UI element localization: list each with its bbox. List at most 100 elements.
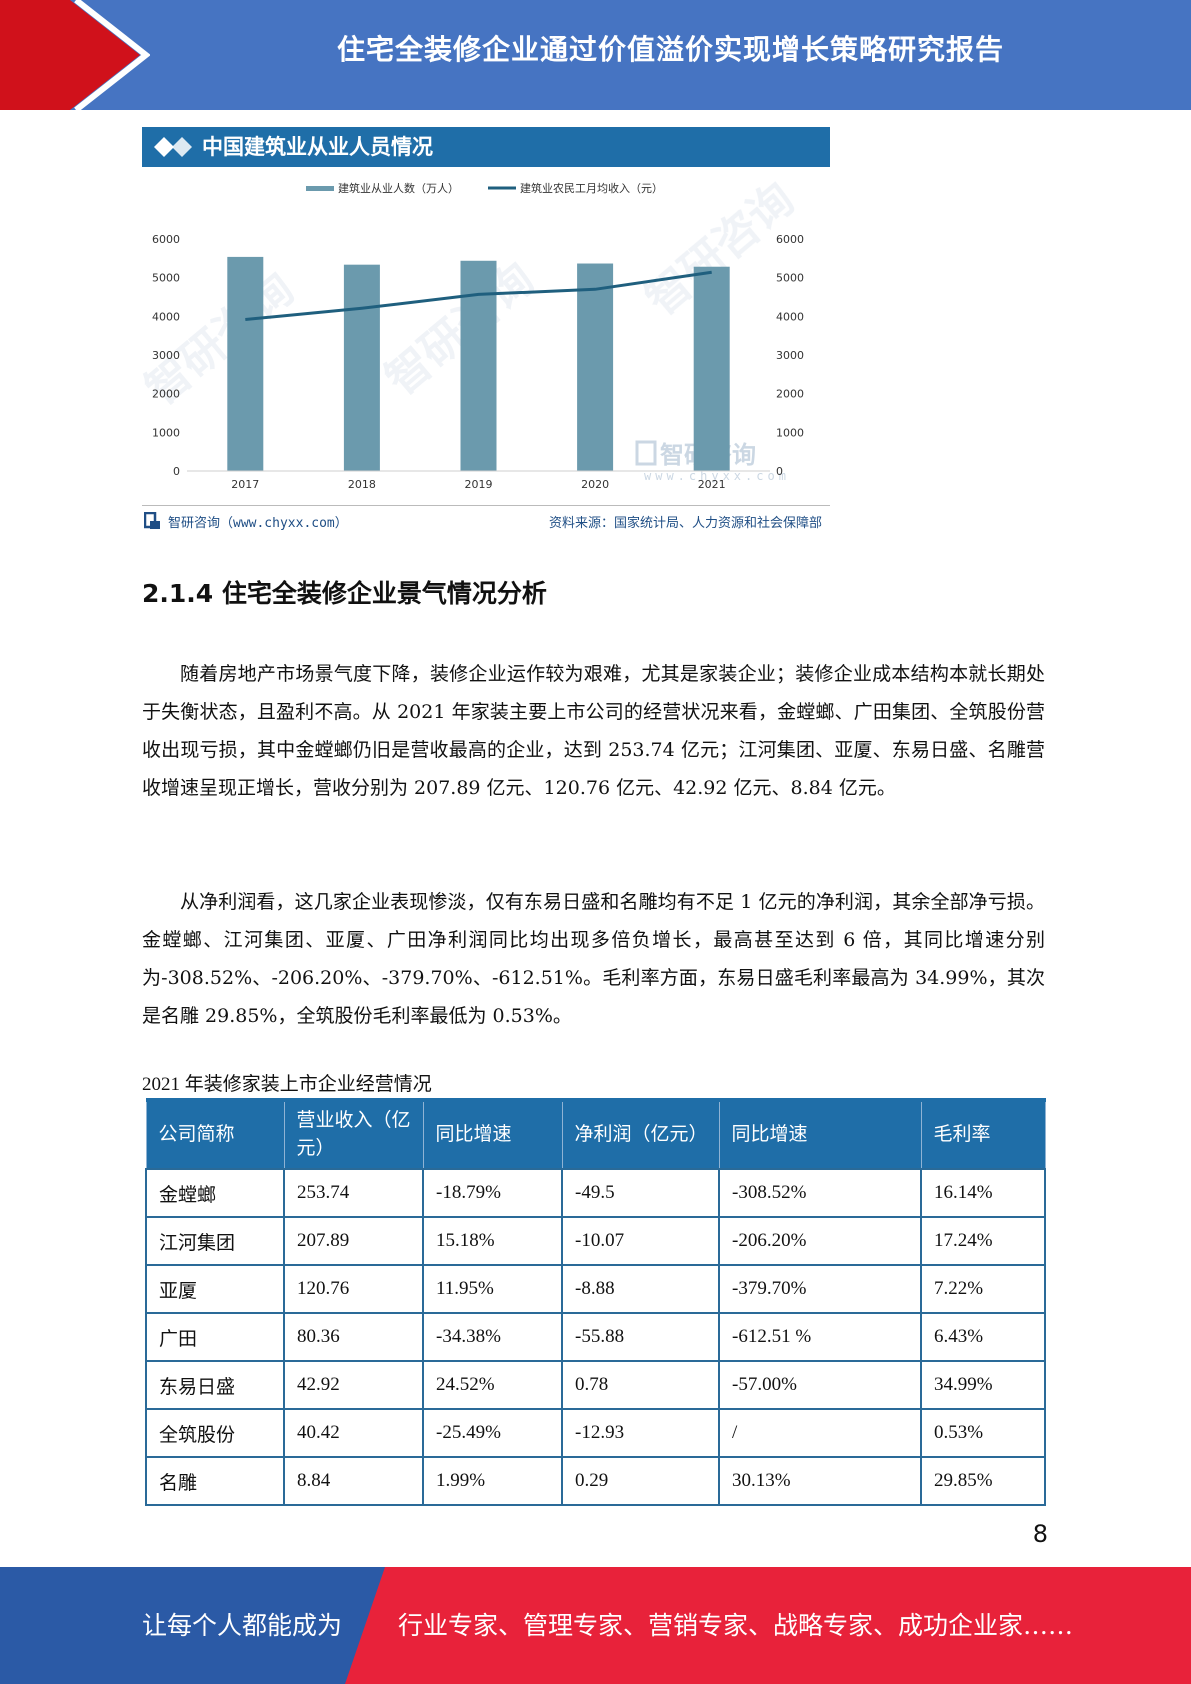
table-header-row: 公司简称 营业收入（亿元） 同比增速 净利润（亿元） 同比增速 毛利率 [145,1099,1046,1170]
chart-source-brand: 智研咨询（www.chyxx.com） [168,516,348,531]
y-tick-label-right: 4000 [776,310,804,323]
table-cell: -55.88 [561,1312,720,1362]
body-paragraph: 随着房地产市场景气度下降，装修企业运作较为艰难，尤其是家装企业；装修企业成本结构… [142,663,1045,799]
table-cell: 0.78 [561,1360,720,1410]
y-tick-label-right: 2000 [776,388,804,401]
header-arrow-decoration [0,0,150,110]
y-tick-label-right: 3000 [776,349,804,362]
table-cell: / [718,1408,922,1458]
y-tick-label-left: 0 [173,465,180,478]
y-tick-label-left: 3000 [152,349,180,362]
income-line [245,270,712,321]
y-axis-left: 0 1000 2000 3000 4000 5000 6000 [152,233,180,478]
body-paragraph: 从净利润看，这几家企业表现惨淡，仅有东易日盛和名雕均有不足 1 亿元的净利润，其… [142,891,1045,1027]
table-cell: -10.07 [561,1216,720,1266]
table-cell: 253.74 [283,1168,424,1218]
y-tick-label-left: 4000 [152,310,180,323]
brand-logo-icon [144,512,160,529]
column-header: 营业收入（亿元） [283,1099,424,1170]
table-cell: 11.95% [422,1264,563,1314]
table-cell: -34.38% [422,1312,563,1362]
table-cell: 24.52% [422,1360,563,1410]
page-number: 8 [1032,1520,1048,1548]
table-cell: 16.14% [920,1168,1046,1218]
chart-figure: 中国建筑业从业人员情况 智研咨询 智研咨询 智研咨询 智研咨询 www.chyx… [142,127,830,537]
table-cell: 6.43% [920,1312,1046,1362]
company-operations-table: 公司简称 营业收入（亿元） 同比增速 净利润（亿元） 同比增速 毛利率 金螳螂 2… [145,1098,1046,1506]
footer-slogan-left: 让每个人都能成为 [142,1611,343,1640]
bar-2020 [577,263,614,471]
table-cell: 34.99% [920,1360,1046,1410]
chart-banner-title: 中国建筑业从业人员情况 [202,134,433,159]
table-cell: 0.53% [920,1408,1046,1458]
section-heading: 2.1.4 住宅全装修企业景气情况分析 [142,579,547,608]
table-cell: 7.22% [920,1264,1046,1314]
report-title: 住宅全装修企业通过价值溢价实现增长策略研究报告 [336,33,1004,66]
table-cell: 1.99% [422,1456,563,1506]
diamond-icon [154,137,192,157]
watermark-text: 智研咨询 [376,253,544,405]
bar-2021 [693,266,730,471]
table-cell: -18.79% [422,1168,563,1218]
table-row: 亚厦 120.76 11.95% -8.88 -379.70% 7.22% [145,1264,1046,1314]
y-axis-right: 0 1000 2000 3000 4000 5000 6000 [776,233,804,478]
table-cell: 广田 [145,1312,285,1362]
table-row: 全筑股份 40.42 -25.49% -12.93/0.53% [145,1408,1046,1458]
y-tick-label-right: 6000 [776,233,804,246]
table-cell: -25.49% [422,1408,563,1458]
table-cell: 金螳螂 [145,1168,285,1218]
chart-source-divider [142,505,830,506]
legend-label-line: 建筑业农民工月均收入（元） [520,181,663,195]
table-cell: 东易日盛 [145,1360,285,1410]
table-cell: 30.13% [718,1456,922,1506]
table-row: 广田 80.36 -34.38% -55.88 -612.51 % 6.43% [145,1312,1046,1362]
page-footer: 让每个人都能成为 行业专家、管理专家、营销专家、战略专家、成功企业家…… [0,1567,1191,1684]
footer-background [0,1567,1191,1684]
column-header: 净利润（亿元） [561,1099,720,1170]
table-cell: 40.42 [283,1408,424,1458]
x-tick-label: 2020 [581,478,609,491]
x-axis-labels: 2017 2018 2019 2020 2021 [231,478,725,491]
x-tick-label: 2019 [465,478,493,491]
table-cell: -49.5 [561,1168,720,1218]
x-tick-label: 2018 [348,478,376,491]
column-header: 同比增速 [422,1099,563,1170]
table-cell: 80.36 [283,1312,424,1362]
column-header: 毛利率 [920,1099,1046,1170]
table-cell: 名雕 [145,1456,285,1506]
y-tick-label-left: 2000 [152,388,180,401]
footer-slogan-right: 行业专家、管理专家、营销专家、战略专家、成功企业家…… [398,1611,1074,1640]
legend-swatch-bar [306,186,334,191]
bar-2018 [343,264,380,471]
page-header: 住宅全装修企业通过价值溢价实现增长策略研究报告 [0,0,1191,110]
table-cell: 29.85% [920,1456,1046,1506]
table-cell: -57.00% [718,1360,922,1410]
table-cell: 全筑股份 [145,1408,285,1458]
table-cell: -308.52% [718,1168,922,1218]
y-tick-label-left: 5000 [152,272,180,285]
table-row: 金螳螂 253.74 -18.79% -49.5 -308.52% 16.14% [145,1168,1046,1218]
table-caption: 2021 年装修家装上市企业经营情况 [142,1074,432,1095]
chart-canvas: 智研咨询 智研咨询 智研咨询 智研咨询 www.chyxx.com 建筑业从业人… [142,173,804,491]
legend-label-bar: 建筑业从业人数（万人） [338,181,459,195]
table-cell: 8.84 [283,1456,424,1506]
table-cell: -612.51 % [718,1312,922,1362]
table-cell: 17.24% [920,1216,1046,1266]
table-cell: 0.29 [561,1456,720,1506]
table-row: 东易日盛 42.92 24.52% 0.78 -57.00% 34.99% [145,1360,1046,1410]
y-tick-label-right: 5000 [776,272,804,285]
y-tick-label-right: 1000 [776,426,804,439]
table-row: 江河集团 207.89 15.18% -10.07 -206.20% 17.24% [145,1216,1046,1266]
column-header: 同比增速 [718,1099,922,1170]
table-cell: 207.89 [283,1216,424,1266]
table-cell: -12.93 [561,1408,720,1458]
column-header: 公司简称 [145,1099,285,1170]
x-tick-label: 2017 [231,478,259,491]
bar-series [227,256,730,471]
table-cell: 120.76 [283,1264,424,1314]
y-tick-label-left: 1000 [152,426,180,439]
table-cell: -379.70% [718,1264,922,1314]
chart-legend: 建筑业从业人数（万人） 建筑业农民工月均收入（元） [306,181,663,195]
table-cell: -206.20% [718,1216,922,1266]
chart-source-note: 资料来源：国家统计局、人力资源和社会保障部 [548,516,822,531]
